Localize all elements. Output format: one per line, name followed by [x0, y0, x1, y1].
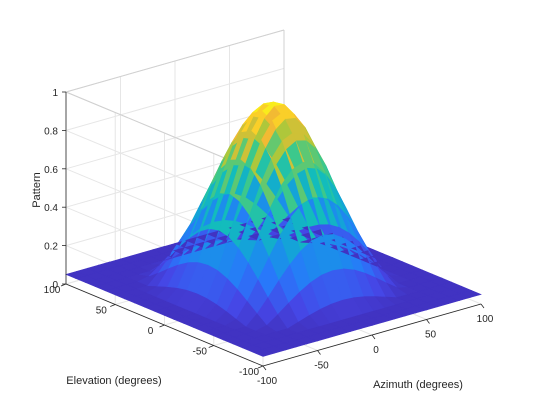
x-tick-label: -100 [257, 376, 277, 387]
surface-patch [459, 289, 482, 298]
z-tick-label: 0.4 [44, 203, 58, 214]
z-tick-label: 0.6 [44, 165, 58, 176]
y-tick-label: -50 [193, 347, 208, 358]
x-tick-label: -50 [314, 361, 329, 372]
y-tick-mark [257, 365, 264, 369]
y-axis-label: Elevation (degrees) [66, 375, 161, 387]
x-tick-mark [371, 334, 376, 340]
x-tick-label: 0 [373, 345, 379, 356]
z-tick-label: 0.2 [44, 242, 58, 253]
z-tick-label: 0.8 [44, 126, 58, 137]
x-tick-label: 50 [425, 330, 437, 341]
x-tick-mark [317, 350, 321, 355]
x-tick-mark [480, 303, 485, 309]
z-tick-label: 0 [52, 280, 58, 291]
y-tick-mark [208, 345, 214, 348]
wall-grid-z [65, 67, 285, 131]
z-tick-label: 1 [52, 88, 58, 99]
box-edge [65, 29, 285, 93]
z-axis-label: Pattern [31, 172, 43, 207]
axis-labels: Pattern Elevation (degrees) Azimuth (deg… [31, 172, 463, 391]
y-tick-mark [159, 324, 165, 328]
y-tick-label: 100 [44, 285, 61, 296]
y-tick-label: -100 [239, 367, 259, 378]
y-tick-mark [110, 304, 116, 307]
x-axis-label: Azimuth (degrees) [373, 379, 463, 391]
y-tick-label: 0 [148, 326, 154, 337]
x-tick-mark [262, 365, 267, 371]
surface-plot [65, 101, 482, 357]
x-tick-mark [426, 319, 430, 324]
y-tick-label: 50 [96, 306, 108, 317]
x-tick-label: 100 [477, 314, 494, 325]
